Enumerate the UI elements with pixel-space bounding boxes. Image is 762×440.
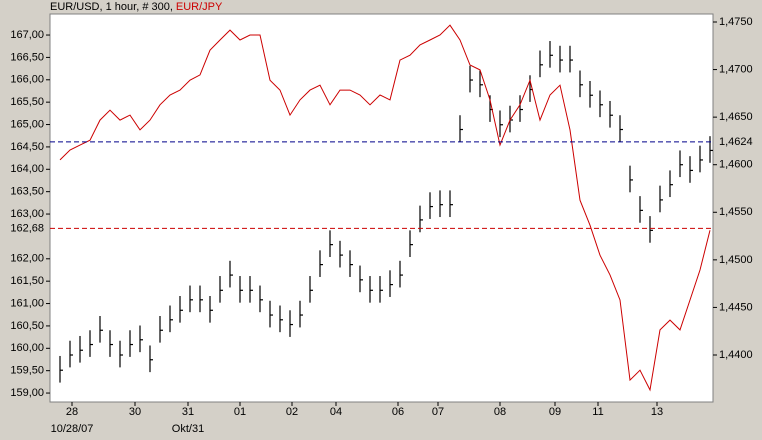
x-tick-label: 30 <box>129 406 141 418</box>
x-tick-label: 28 <box>66 406 78 418</box>
x-tick-label: 09 <box>549 406 561 418</box>
reference-label-box <box>716 134 760 149</box>
x-tick-label: 04 <box>330 406 342 418</box>
period-label: , 1 hour, # 300, <box>100 1 173 13</box>
x-tick-sublabel: Okt/31 <box>172 423 204 435</box>
reference-label-box <box>2 221 48 236</box>
y-tick-label: 160,00 <box>10 342 44 354</box>
chart-title: EUR/USD, 1 hour, # 300, EUR/JPY <box>50 1 223 13</box>
y-tick-label: 165,00 <box>10 118 44 130</box>
x-tick-sublabel: 10/28/07 <box>51 423 94 435</box>
y2-tick-label: 1,4500 <box>719 254 753 266</box>
y2-tick-label: 1,4650 <box>719 111 753 123</box>
y2-tick-label: 1,4400 <box>719 349 753 361</box>
x-tick-label: 08 <box>494 406 506 418</box>
y2-tick-label: 1,4550 <box>719 206 753 218</box>
x-tick-label: 01 <box>234 406 246 418</box>
y2-tick-label: 1,4450 <box>719 301 753 313</box>
y-tick-label: 164,00 <box>10 163 44 175</box>
y-tick-label: 166,00 <box>10 74 44 86</box>
y-tick-label: 165,50 <box>10 96 44 108</box>
x-tick-label: 13 <box>651 406 663 418</box>
series-name: EUR/USD <box>50 1 100 13</box>
y2-tick-label: 1,4750 <box>719 16 753 28</box>
x-tick-label: 06 <box>392 406 404 418</box>
x-tick-label: 07 <box>432 406 444 418</box>
plot-area <box>49 13 714 403</box>
y-tick-label: 159,50 <box>10 365 44 377</box>
reference-label: 1,4624 <box>719 136 753 148</box>
y2-tick-label: 1,4600 <box>719 159 753 171</box>
y-tick-label: 164,50 <box>10 141 44 153</box>
series-name: EUR/JPY <box>176 1 223 13</box>
x-tick-label: 11 <box>592 406 603 418</box>
reference-label: 162,68 <box>10 222 44 234</box>
y-tick-label: 166,50 <box>10 51 44 63</box>
y-tick-label: 167,00 <box>10 29 44 41</box>
line <box>59 24 711 392</box>
x-tick-label: 02 <box>286 406 298 418</box>
y-tick-label: 163,50 <box>10 186 44 198</box>
y-tick-label: 161,50 <box>10 275 44 287</box>
y-tick-label: 161,00 <box>10 297 44 309</box>
x-tick-label: 31 <box>182 406 194 418</box>
y-tick-label: 160,50 <box>10 320 44 332</box>
y2-tick-label: 1,4700 <box>719 63 753 75</box>
y-tick-label: 162,00 <box>10 253 44 265</box>
y-tick-label: 163,00 <box>10 208 44 220</box>
y-tick-label: 159,00 <box>10 387 44 399</box>
